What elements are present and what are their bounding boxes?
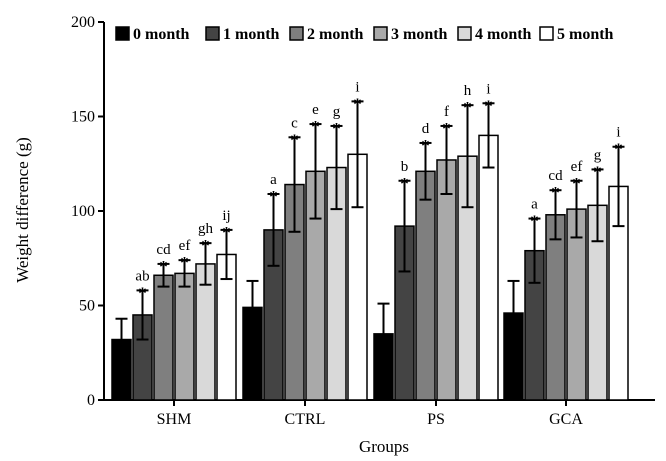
legend-label: 4 month	[475, 26, 532, 43]
bar	[436, 159, 457, 401]
significance-letter: i	[355, 79, 359, 95]
bar	[478, 134, 499, 401]
y-tick-label: 100	[71, 203, 95, 220]
significance-star: *	[311, 117, 320, 136]
significance-star: *	[138, 283, 147, 302]
significance-letter: a	[270, 172, 277, 188]
significance-star: *	[530, 212, 539, 231]
legend-swatch	[205, 26, 220, 41]
significance-letter: cd	[548, 168, 563, 184]
y-axis-title: Weight difference (g)	[13, 137, 32, 283]
significance-letter: ij	[222, 208, 230, 224]
bar	[415, 170, 436, 401]
y-tick-label: 150	[71, 109, 95, 126]
x-tick-label: SHM	[157, 411, 192, 428]
significance-star: *	[551, 183, 560, 202]
x-tick-label: PS	[427, 411, 445, 428]
significance-star: *	[332, 119, 341, 138]
legend-label: 0 month	[133, 26, 190, 43]
significance-letter: ef	[179, 238, 191, 254]
significance-star: *	[572, 174, 581, 193]
legend-label: 1 month	[223, 26, 280, 43]
significance-letter: e	[312, 102, 319, 118]
significance-letter: d	[422, 121, 430, 137]
significance-letter: i	[616, 125, 620, 141]
legend: 0 month 1 month 2 month 3 month 4 month 5 mon…	[115, 26, 614, 43]
legend-swatch	[115, 26, 130, 41]
legend-label: 3 month	[391, 26, 448, 43]
bar	[174, 272, 195, 401]
significance-star: *	[353, 94, 362, 113]
significance-letter: ef	[571, 159, 583, 175]
significance-letter: a	[531, 197, 538, 213]
significance-star: *	[484, 96, 493, 115]
significance-letter: g	[333, 104, 341, 120]
legend-swatch	[539, 26, 554, 41]
bars: *ab*cd*ef *gh *ij*a*c *e*g *i*b*d *f *h*i*a*cd…	[111, 79, 629, 401]
significance-letter: b	[401, 159, 409, 175]
significance-star: *	[400, 174, 409, 193]
significance-letter: f	[444, 104, 449, 120]
legend-swatch	[289, 26, 304, 41]
x-axis-title: Groups	[359, 437, 409, 456]
significance-letter: g	[594, 147, 602, 163]
y-tick-label: 200	[71, 14, 95, 31]
legend-label: 2 month	[307, 26, 364, 43]
significance-star: *	[269, 187, 278, 206]
legend-swatch	[373, 26, 388, 41]
significance-letter: h	[464, 83, 472, 99]
significance-star: *	[442, 119, 451, 138]
y-tick-label: 50	[79, 298, 95, 315]
legend-swatch	[457, 26, 472, 41]
significance-star: *	[614, 140, 623, 159]
significance-star: *	[222, 223, 231, 242]
significance-star: *	[180, 253, 189, 272]
x-tick-label: CTRL	[285, 411, 326, 428]
significance-star: *	[201, 236, 210, 255]
significance-letter: i	[486, 81, 490, 97]
significance-letter: gh	[198, 221, 214, 237]
significance-star: *	[159, 257, 168, 276]
significance-letter: ab	[135, 268, 149, 284]
x-tick-label: GCA	[549, 411, 583, 428]
significance-letter: cd	[156, 242, 171, 258]
y-tick-label: 0	[87, 392, 95, 409]
legend-label: 5 month	[557, 26, 614, 43]
significance-letter: c	[291, 115, 298, 131]
significance-star: *	[593, 162, 602, 181]
significance-star: *	[421, 136, 430, 155]
significance-star: *	[290, 130, 299, 149]
significance-star: *	[463, 98, 472, 117]
bar	[153, 274, 174, 401]
bar	[545, 214, 566, 401]
